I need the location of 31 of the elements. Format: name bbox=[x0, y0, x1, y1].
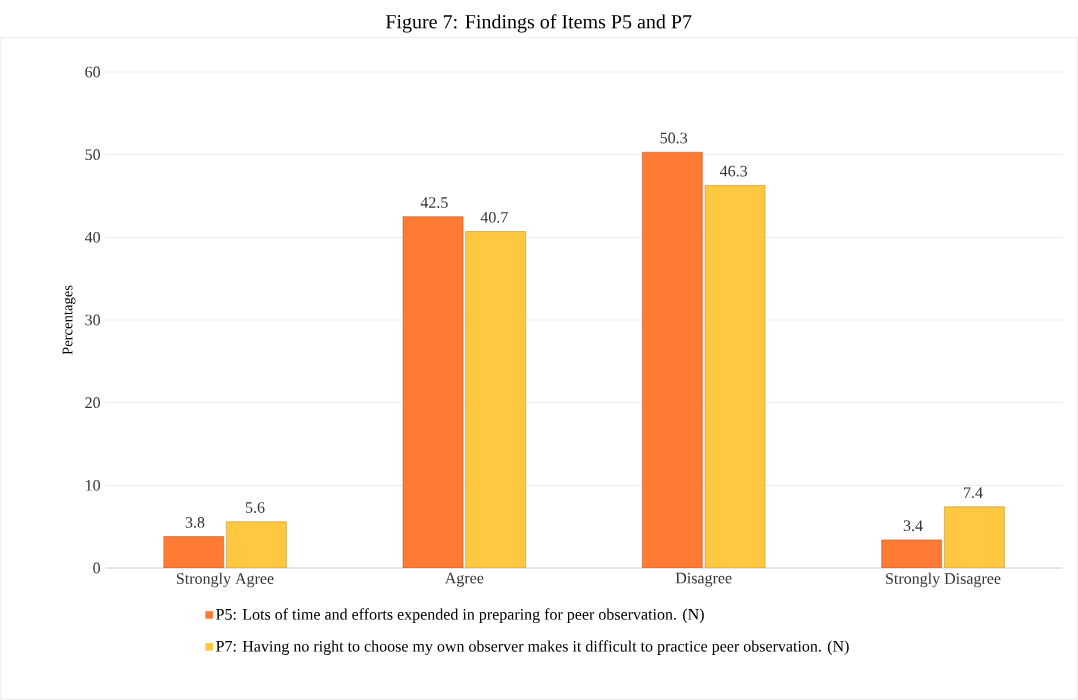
y-axis-title: Percentages bbox=[62, 285, 76, 355]
data-label: 3.8 bbox=[185, 517, 205, 528]
bar bbox=[465, 231, 526, 568]
data-label: 42.5 bbox=[420, 197, 448, 208]
data-label: 40.7 bbox=[480, 211, 508, 223]
data-label: 7.4 bbox=[964, 487, 983, 499]
chart-title: Figure 7: Findings of Items P5 and P7 bbox=[385, 14, 692, 33]
y-tick-label: 20 bbox=[85, 397, 101, 409]
y-tick-label: 50 bbox=[85, 149, 101, 161]
bar bbox=[226, 521, 287, 568]
bar bbox=[944, 506, 1005, 568]
y-tick-label: 30 bbox=[85, 314, 101, 326]
bar bbox=[704, 184, 766, 568]
x-tick-label: Strongly Disagree bbox=[886, 572, 1001, 588]
data-label: 5.6 bbox=[245, 502, 265, 513]
x-tick-label: Strongly Agree bbox=[176, 572, 274, 588]
data-label: 50.3 bbox=[660, 132, 688, 144]
y-tick-label: 60 bbox=[85, 66, 101, 78]
x-tick-label: Agree bbox=[444, 572, 484, 587]
legend-label: P7: Having no right to choose my own observer makes it difficult to practice peer observation. (N) bbox=[216, 640, 849, 655]
data-label: 46.3 bbox=[719, 165, 748, 177]
bar bbox=[163, 536, 224, 568]
bar bbox=[402, 216, 464, 568]
y-tick-label: 40 bbox=[84, 231, 101, 243]
data-label: 3.4 bbox=[903, 520, 923, 532]
legend-label: P5: Lots of time and efforts expended in preparing for peer observation. (N) bbox=[216, 608, 704, 624]
bar bbox=[881, 539, 942, 568]
y-tick-label: 0 bbox=[93, 562, 101, 574]
x-tick-label: Disagree bbox=[675, 572, 732, 587]
y-tick-label: 10 bbox=[86, 479, 101, 491]
bar bbox=[642, 151, 703, 568]
